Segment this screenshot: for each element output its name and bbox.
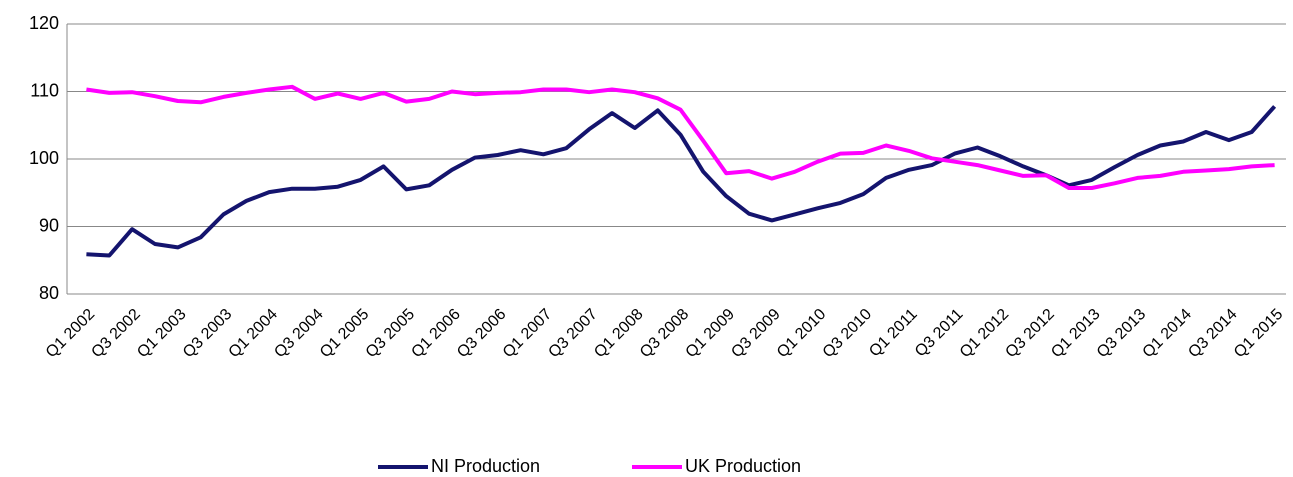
- x-tick-label: Q1 2007: [500, 306, 556, 362]
- x-tick-label: Q3 2013: [1094, 306, 1150, 362]
- x-tick-label: Q3 2014: [1185, 306, 1241, 362]
- x-tick-label: Q3 2010: [820, 306, 876, 362]
- y-tick-label: 120: [29, 13, 59, 33]
- series-line: [86, 105, 1277, 258]
- x-tick-label: Q3 2004: [271, 306, 327, 362]
- x-tick-label: Q3 2007: [545, 306, 601, 362]
- x-tick-label: Q1 2003: [134, 306, 190, 362]
- y-tick-label: 110: [30, 80, 59, 100]
- y-tick-label: 80: [39, 283, 59, 303]
- x-tick-label: Q1 2011: [866, 306, 921, 361]
- x-tick-label: Q3 2003: [180, 306, 236, 362]
- x-tick-label: Q1 2008: [591, 306, 647, 362]
- x-tick-label: Q3 2005: [363, 306, 419, 362]
- x-tick-label: Q3 2012: [1002, 306, 1058, 362]
- x-tick-label: Q3 2002: [89, 306, 145, 362]
- y-tick-label: 100: [29, 148, 59, 168]
- x-tick-label: Q1 2012: [957, 306, 1013, 362]
- x-tick-label: Q1 2009: [683, 306, 739, 362]
- x-tick-label: Q1 2005: [317, 306, 373, 362]
- x-tick-label: Q1 2002: [43, 306, 99, 362]
- x-tick-label: Q1 2014: [1140, 306, 1196, 362]
- legend-label: NI Production: [431, 456, 540, 476]
- x-tick-label: Q1 2015: [1231, 306, 1287, 362]
- y-tick-label: 90: [39, 215, 59, 235]
- x-tick-label: Q1 2004: [226, 306, 282, 362]
- x-tick-label: Q1 2013: [1048, 306, 1104, 362]
- x-tick-label: Q3 2008: [637, 306, 693, 362]
- series-line: [86, 84, 1275, 190]
- legend-label: UK Production: [685, 456, 801, 476]
- x-tick-label: Q1 2010: [774, 306, 830, 362]
- x-tick-label: Q3 2006: [454, 306, 510, 362]
- x-tick-label: Q1 2006: [408, 306, 464, 362]
- x-tick-label: Q3 2009: [728, 306, 784, 362]
- legend: NI Production UK Production: [378, 456, 801, 476]
